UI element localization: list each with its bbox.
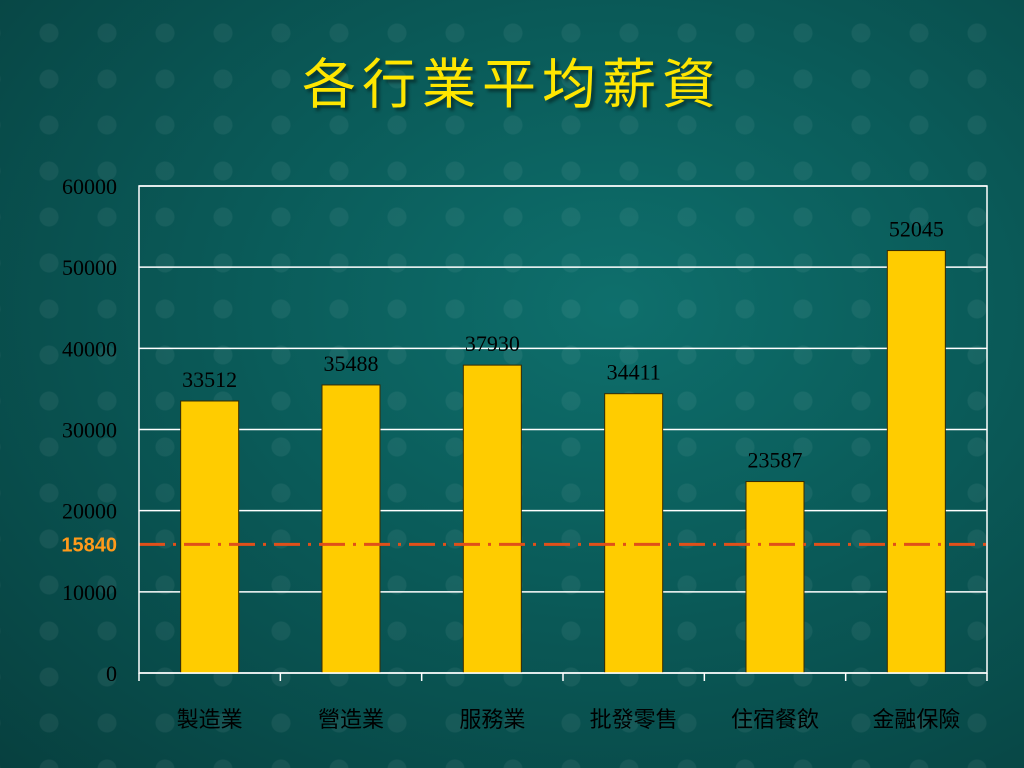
y-tick-label: 20000 bbox=[62, 499, 117, 524]
slide-title: 各行業平均薪資 bbox=[302, 53, 722, 116]
y-tick-label: 0 bbox=[106, 661, 117, 686]
data-label: 34411 bbox=[607, 360, 661, 385]
y-tick-label: 10000 bbox=[62, 580, 117, 605]
bar-住宿餐飲 bbox=[745, 481, 805, 674]
y-tick-label: 30000 bbox=[62, 418, 117, 443]
data-label: 23587 bbox=[748, 448, 803, 473]
category-label: 金融保險 bbox=[872, 708, 960, 733]
reference-line-label: 15840 bbox=[61, 534, 117, 556]
bar-製造業 bbox=[180, 400, 240, 674]
data-label: 52045 bbox=[889, 217, 944, 242]
category-label: 批發零售 bbox=[590, 708, 678, 733]
bar-金融保險 bbox=[886, 250, 946, 674]
category-label: 服務業 bbox=[459, 708, 525, 733]
bar-批發零售 bbox=[604, 393, 664, 674]
data-label: 37930 bbox=[465, 331, 520, 356]
category-label: 製造業 bbox=[177, 708, 243, 733]
y-tick-label: 50000 bbox=[62, 255, 117, 280]
y-tick-label: 40000 bbox=[62, 336, 117, 361]
category-label: 營造業 bbox=[318, 708, 384, 733]
bar-營造業 bbox=[321, 384, 381, 674]
data-label: 35488 bbox=[324, 351, 379, 376]
category-label: 住宿餐飲 bbox=[731, 708, 819, 733]
data-label: 33512 bbox=[182, 367, 237, 392]
bar-服務業 bbox=[462, 364, 522, 674]
y-tick-label: 60000 bbox=[62, 174, 117, 199]
